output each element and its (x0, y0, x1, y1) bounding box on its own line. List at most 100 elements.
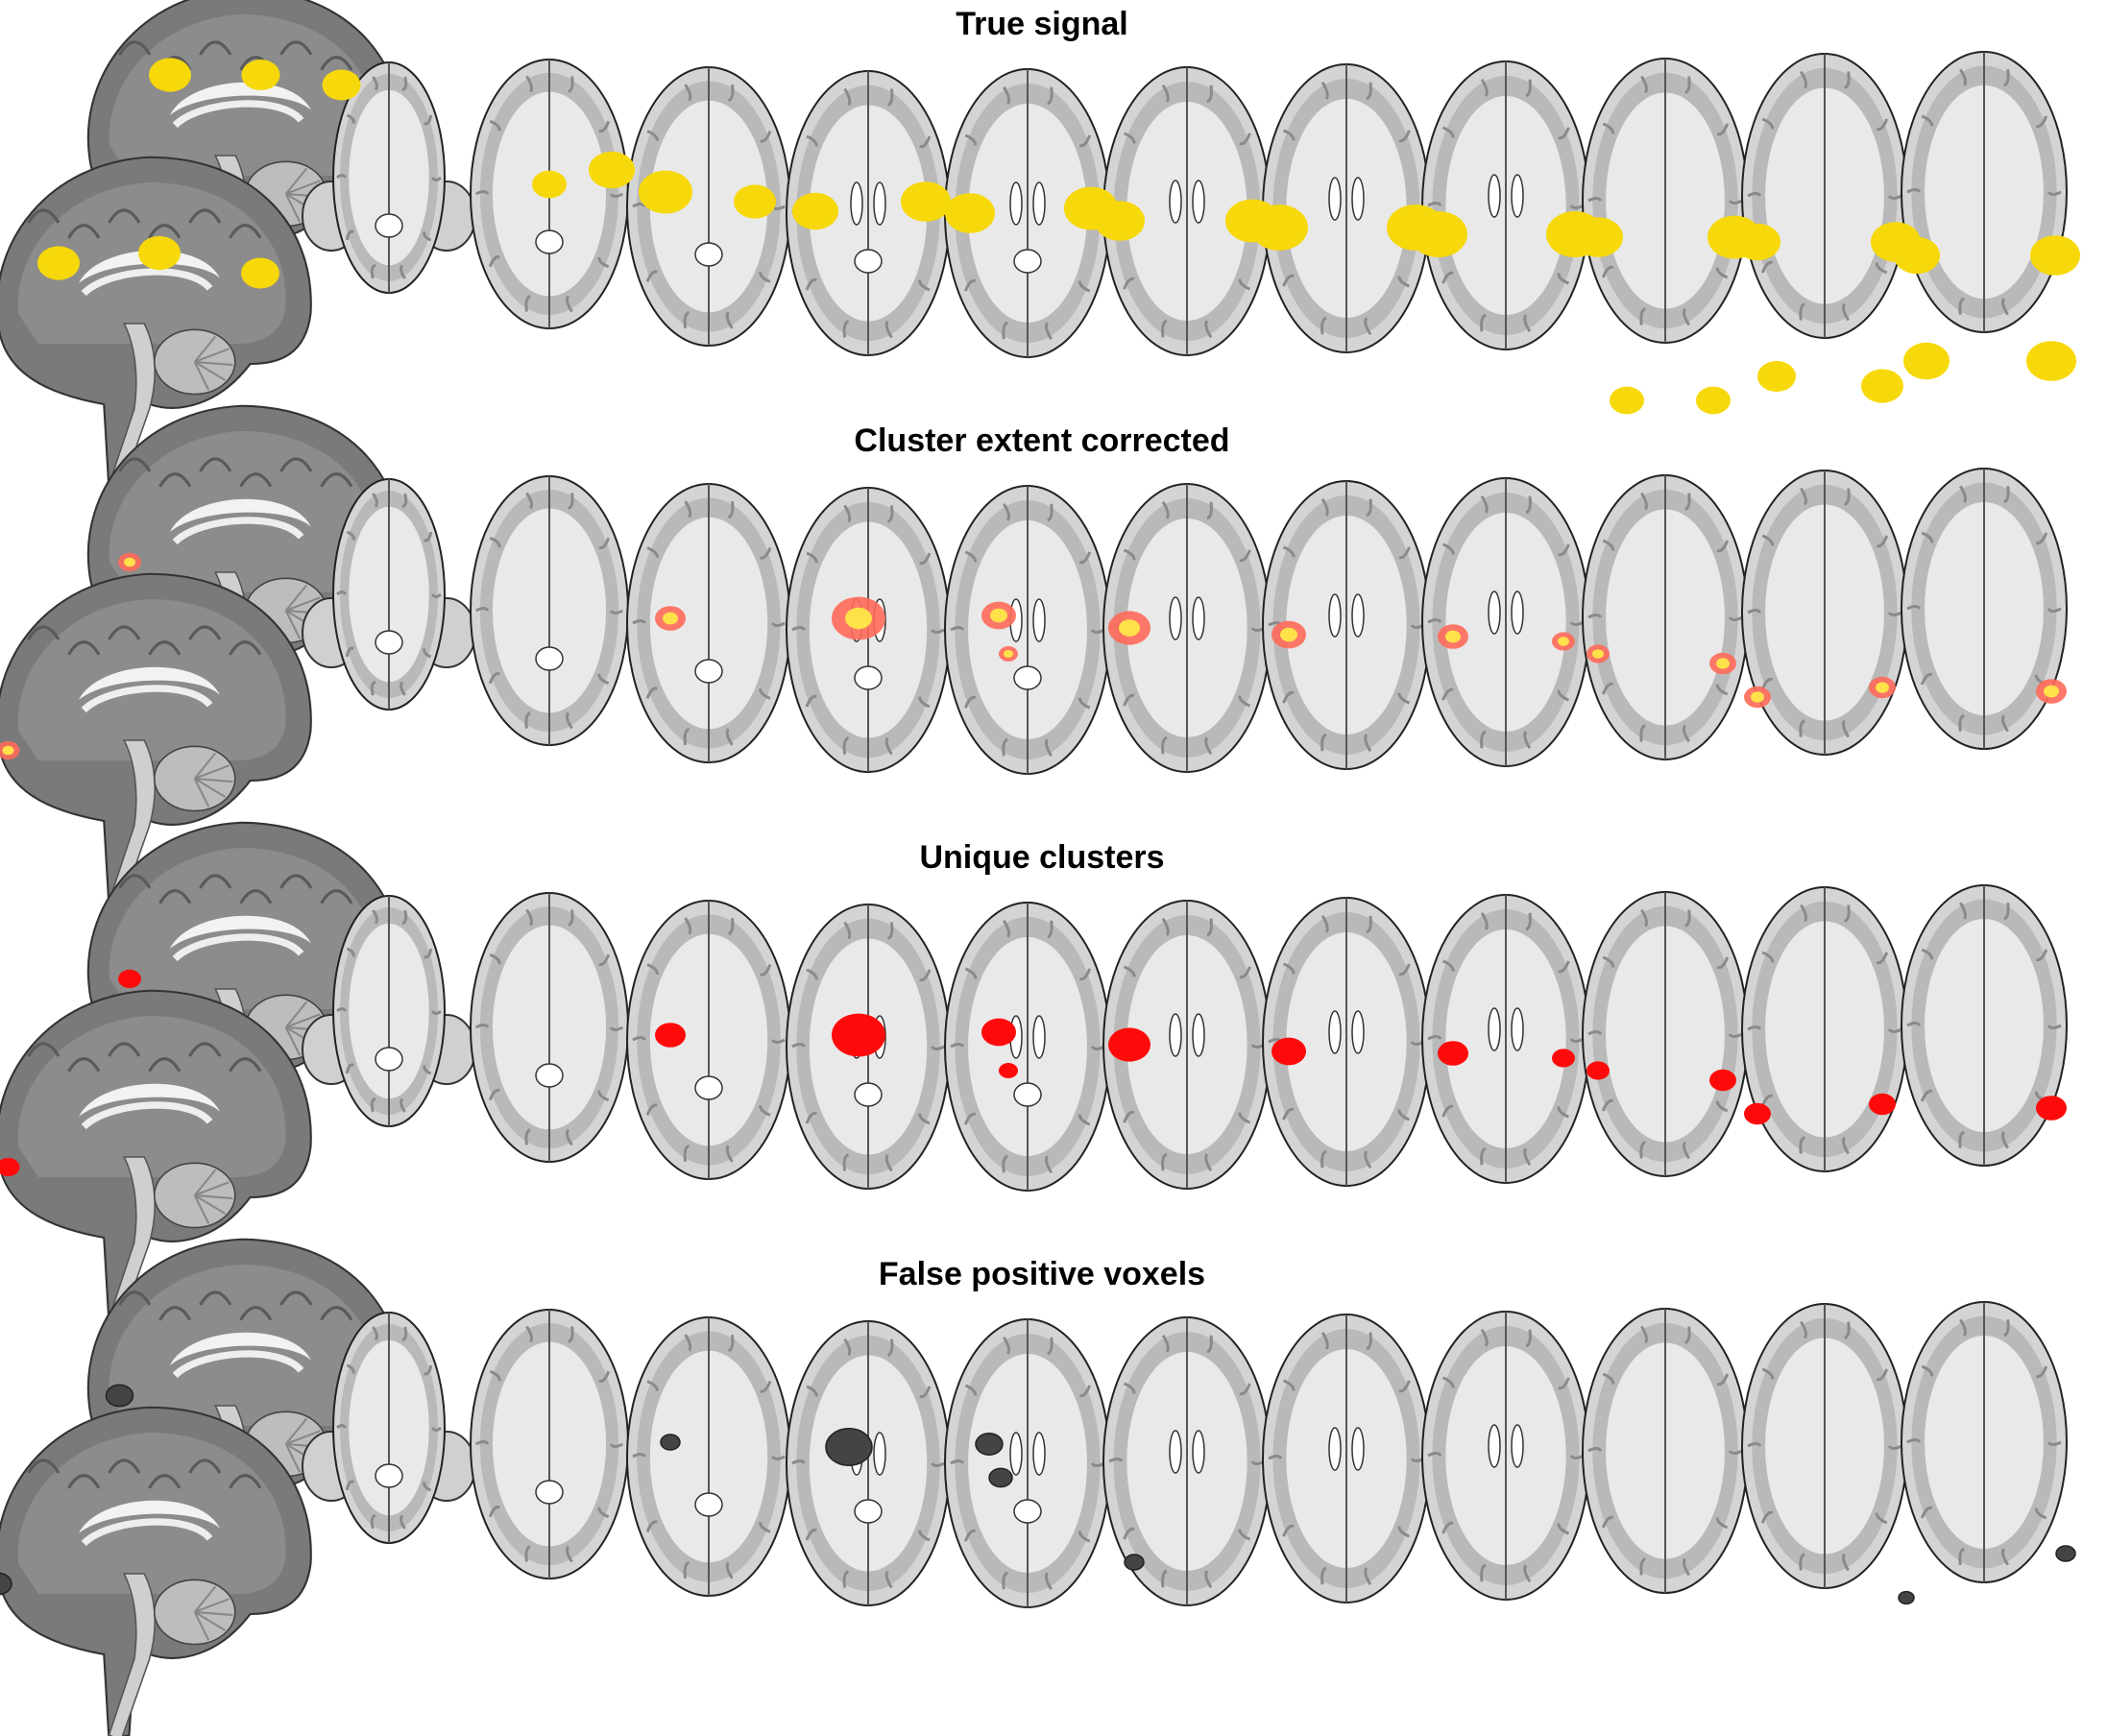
axial-slice (626, 483, 791, 763)
axial-slice (332, 895, 446, 1127)
axial-slice (332, 478, 446, 711)
overlay-cluster (1709, 652, 1736, 675)
overlay-cluster (241, 60, 280, 90)
overlay-cluster (2055, 1545, 2076, 1562)
axial-slice (1901, 468, 2068, 750)
overlay-cluster (901, 181, 951, 222)
axial-slice (1582, 58, 1749, 344)
axial-slice (1901, 884, 2068, 1167)
axial-slice (626, 66, 791, 347)
overlay-cluster (1861, 369, 1903, 403)
sagittal-view-upper (86, 821, 403, 1157)
panel-title: Unique clusters (919, 839, 1165, 876)
overlay-cluster (1898, 1590, 1915, 1605)
overlay-cluster (1869, 676, 1896, 699)
overlay-cluster (149, 58, 191, 92)
axial-slice (1741, 1303, 1908, 1589)
axial-slice (1741, 53, 1908, 339)
overlay-cluster (792, 192, 838, 230)
overlay-cluster (1869, 1093, 1896, 1116)
panel-false_positive: False positive voxels (0, 1238, 2107, 1736)
overlay-cluster (2036, 1096, 2067, 1121)
overlay-cluster (1095, 201, 1145, 241)
axial-slice (944, 902, 1111, 1192)
overlay-cluster (2036, 679, 2067, 704)
overlay-cluster (1894, 236, 1940, 275)
axial-slice (944, 485, 1111, 775)
axial-slice (1102, 900, 1271, 1190)
axial-slice (1421, 894, 1590, 1184)
overlay-cluster (241, 257, 279, 289)
overlay-cluster (999, 1063, 1018, 1078)
overlay-cluster (1586, 644, 1610, 663)
axial-slice (1901, 1301, 2068, 1583)
overlay-cluster (655, 606, 686, 631)
axial-slice (332, 1312, 446, 1544)
axial-slice (626, 900, 791, 1180)
overlay-cluster (1744, 686, 1771, 709)
panel-title: True signal (956, 6, 1128, 42)
axial-slice (1262, 480, 1431, 770)
overlay-cluster (138, 235, 181, 271)
axial-slice (1262, 897, 1431, 1187)
overlay-cluster (1610, 386, 1644, 415)
overlay-cluster (2030, 235, 2080, 276)
overlay-cluster (981, 1018, 1016, 1047)
brain-images (0, 821, 2068, 1325)
overlay-cluster (1744, 1102, 1771, 1125)
panel-title: False positive voxels (878, 1256, 1206, 1292)
overlay-cluster (322, 69, 361, 101)
overlay-cluster (1709, 1069, 1736, 1092)
overlay-cluster (1734, 223, 1780, 261)
axial-slice (1421, 1311, 1590, 1601)
overlay-cluster (999, 646, 1018, 662)
axial-slice (332, 61, 446, 294)
axial-slice (470, 892, 629, 1163)
axial-slice (1421, 477, 1590, 767)
overlay-cluster (1552, 1049, 1575, 1068)
brain-images (0, 404, 2068, 908)
overlay-cluster (1271, 1037, 1306, 1066)
overlay-cluster (1586, 1061, 1610, 1080)
axial-slice (470, 475, 629, 746)
panel-title: Cluster extent corrected (854, 422, 1230, 459)
overlay-cluster (825, 1428, 873, 1466)
overlay-cluster (1271, 620, 1306, 649)
sagittal-view-lower (0, 572, 312, 908)
overlay-cluster (1250, 205, 1308, 251)
overlay-cluster (1108, 611, 1150, 645)
axial-slice (1421, 60, 1590, 350)
axial-slice (1102, 1316, 1271, 1606)
overlay-cluster (975, 1433, 1004, 1456)
axial-slice (1741, 886, 1908, 1172)
overlay-cluster (1438, 1041, 1468, 1066)
overlay-cluster (589, 151, 635, 189)
overlay-cluster (1410, 211, 1467, 257)
axial-slice (1582, 891, 1749, 1177)
axial-slice (1741, 470, 1908, 756)
overlay-cluster (1757, 361, 1796, 392)
overlay-cluster (832, 596, 885, 640)
overlay-cluster (1438, 624, 1468, 649)
overlay-cluster (639, 170, 692, 214)
brain-images (0, 0, 2080, 492)
axial-slice (786, 70, 951, 356)
overlay-cluster (1108, 1027, 1150, 1062)
overlay-cluster (532, 170, 567, 199)
overlay-cluster (1552, 632, 1575, 651)
axial-slice (944, 1318, 1111, 1608)
overlay-cluster (832, 1013, 885, 1057)
overlay-cluster (945, 193, 995, 233)
overlay-cluster (105, 1384, 134, 1408)
sagittal-view-upper (86, 1238, 403, 1574)
axial-slice (1582, 1308, 1749, 1594)
sagittal-view-lower (0, 1406, 312, 1736)
sagittal-view-lower (0, 989, 312, 1325)
overlay-cluster (1573, 217, 1623, 257)
overlay-cluster (981, 601, 1016, 630)
brain-images (0, 1238, 2076, 1736)
axial-slice (1262, 1314, 1431, 1603)
overlay-cluster (2026, 341, 2076, 381)
panel-true_signal: True signal (0, 0, 2107, 492)
axial-slice (786, 1320, 951, 1606)
